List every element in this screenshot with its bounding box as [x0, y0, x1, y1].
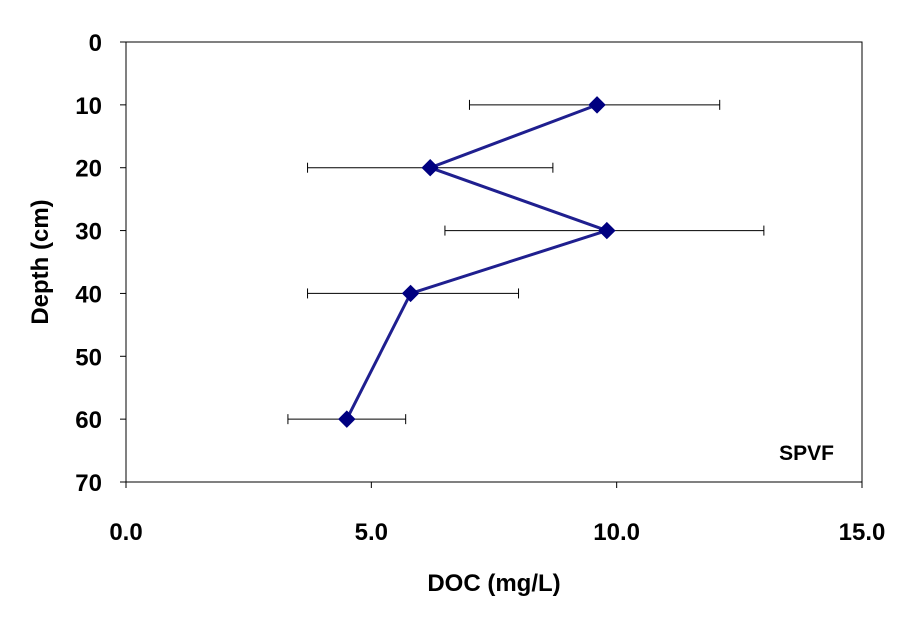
data-point-marker [421, 159, 439, 177]
x-axis-ticks: 0.0 5.0 10.0 15.0 [109, 482, 885, 546]
x-axis-title: DOC (mg/L) [427, 570, 560, 597]
y-axis-title: Depth (cm) [27, 199, 54, 324]
y-tick-label: 10 [75, 93, 102, 120]
x-tick-label: 10.0 [593, 519, 640, 546]
chart-annotation-label: SPVF [779, 442, 834, 465]
y-tick-label: 50 [75, 344, 102, 371]
x-tick-label: 5.0 [355, 519, 388, 546]
y-tick-label: 40 [75, 281, 102, 308]
data-point-marker [598, 221, 616, 240]
error-bars [287, 99, 765, 425]
data-point-marker [338, 410, 356, 428]
x-tick-label: 0.0 [109, 519, 142, 546]
y-tick-label: 30 [75, 219, 102, 246]
y-tick-label: 20 [75, 156, 102, 183]
data-markers [338, 96, 616, 428]
series-line [345, 103, 612, 420]
data-point-marker [401, 284, 420, 303]
y-tick-label: 60 [75, 407, 102, 434]
y-axis-ticks: 0 10 20 30 40 50 60 70 [75, 30, 126, 497]
y-tick-label: 0 [89, 30, 102, 57]
plot-area-frame [125, 41, 863, 483]
x-tick-label: 15.0 [839, 519, 886, 546]
data-point-marker [588, 96, 606, 114]
y-tick-label: 70 [75, 470, 102, 497]
